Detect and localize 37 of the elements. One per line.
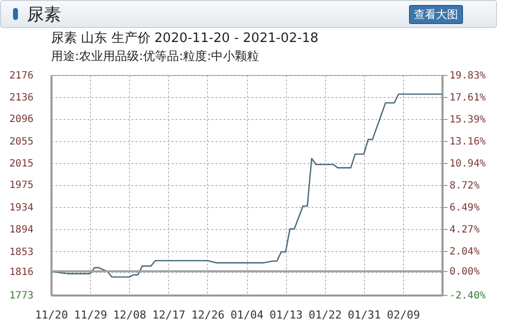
y-tick-label: 2055 [9, 136, 34, 148]
y2-tick-label: 19.83% [450, 70, 486, 82]
y2-tick-label: 15.39% [450, 114, 486, 126]
y-tick-label: 1894 [9, 224, 34, 236]
text: 查看大图 [409, 5, 463, 24]
line-series [50, 93, 443, 278]
x-tick-label: 11/20 [34, 308, 68, 322]
x-tick-label: 01/31 [348, 308, 381, 322]
x-tick-label: 01/13 [270, 308, 303, 322]
y-tick-label: 1816 [9, 267, 34, 278]
y2-tick-label: 8.72% [450, 180, 480, 192]
y-tick-label: 1975 [9, 180, 34, 192]
x-tick-label: 11/29 [74, 308, 108, 322]
y2-tick-label: 17.61% [450, 92, 486, 104]
y-tick-label: 2015 [9, 158, 34, 170]
y2-tick-label: 0.00% [450, 266, 480, 278]
y2-tick-label: 10.94% [450, 158, 486, 170]
x-tick-label: 12/26 [191, 308, 224, 322]
x-tick-label: 12/08 [113, 308, 146, 322]
y-tick-label: 1773 [9, 290, 34, 302]
chart-title: 尿素 山东 生产价 2020-11-20 - 2021-02-18 [51, 31, 318, 46]
text: 尿素 [27, 4, 61, 26]
y-tick-label: 1853 [9, 246, 34, 258]
y-tick-label: 1934 [9, 202, 34, 214]
x-tick-label: 02/09 [386, 308, 420, 322]
y-tick-label: 2176 [9, 70, 34, 82]
y-tick-label: 2136 [9, 92, 34, 104]
y-tick-label: 2096 [9, 114, 34, 126]
x-tick-label: 01/04 [230, 308, 264, 322]
x-tick-label: 01/22 [308, 308, 342, 322]
x-tick-label: 12/17 [152, 308, 186, 322]
y2-tick-label: 4.27% [450, 224, 480, 236]
y2-tick-label: 6.49% [450, 202, 480, 214]
y2-tick-label: 2.04% [450, 246, 480, 258]
y2-tick-label: -2.40% [450, 290, 486, 302]
y2-tick-label: 13.16% [450, 136, 486, 148]
chart-subtitle: 用途:农业用品级:优等品:粒度:中小颗粒 [51, 49, 260, 63]
